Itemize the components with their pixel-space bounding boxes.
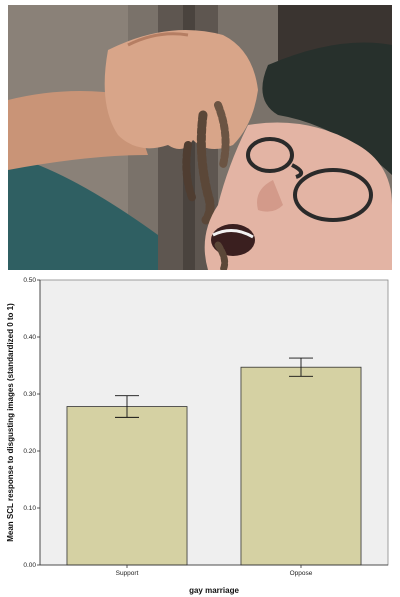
y-tick-label: 0.40 — [23, 334, 36, 341]
x-tick-label: Oppose — [290, 570, 313, 577]
y-tick-label: 0.10 — [23, 505, 36, 512]
y-axis-title: Mean SCL response to disgusting images (… — [6, 303, 15, 542]
y-axis: 0.00 0.10 0.20 0.30 0.40 0.50 — [23, 277, 40, 569]
photo-icon — [8, 5, 392, 270]
x-axis: Support Oppose — [40, 565, 388, 577]
photo-panel — [8, 5, 392, 270]
bar-support — [67, 407, 187, 565]
x-tick-label: Support — [116, 570, 139, 577]
chart-panel: 0.00 0.10 0.20 0.30 0.40 0.50 Support Oppose M… — [0, 276, 400, 597]
y-tick-label: 0.00 — [23, 562, 36, 569]
y-tick-label: 0.50 — [23, 277, 36, 284]
x-axis-title: gay marriage — [189, 586, 239, 595]
bar-oppose — [241, 367, 361, 565]
bar-chart: 0.00 0.10 0.20 0.30 0.40 0.50 Support Oppose M… — [0, 276, 400, 597]
y-tick-label: 0.20 — [23, 448, 36, 455]
y-tick-label: 0.30 — [23, 391, 36, 398]
